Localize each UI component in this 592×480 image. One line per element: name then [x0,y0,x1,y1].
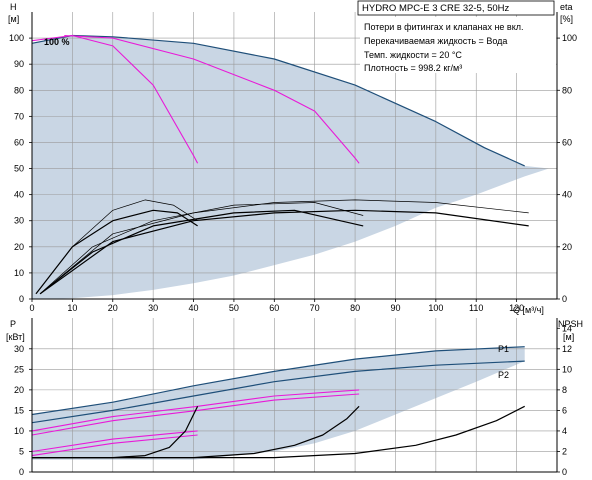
bot-operating-envelope [32,346,525,460]
bot-y2tick-label: 8 [562,385,567,395]
info-line-2: Перекачиваемая жидкость = Вода [364,36,507,46]
top-xtick-label: 60 [269,303,279,313]
bottom-ylabel-left: P [10,319,16,329]
bottom-envelope-layer [32,346,525,460]
bottom-ylabel-right: NPSH [558,319,583,329]
bot-y2tick-label: 2 [562,446,567,456]
bot-y2tick-label: 14 [562,323,572,333]
top-ylabel-right-unit: [%] [560,14,573,24]
top-xtick-label: 40 [189,303,199,313]
top-ytick-label: 90 [14,59,24,69]
bot-series-line-5 [31,434,198,457]
series-label-p1: P1 [498,344,509,354]
title-box-frame [357,0,555,16]
top-ytick-label: 20 [14,242,24,252]
top-xtick-label: 90 [390,303,400,313]
top-xtick-label: 70 [310,303,320,313]
bot-ytick-label: 30 [14,344,24,354]
bottom-ylabel-left-unit: [кВт] [6,332,25,342]
top-xtick-label: 120 [509,303,524,313]
bot-series-line-10 [32,405,525,459]
bottom-yticks: 0 5 10 15 20 25 30 [14,344,32,477]
top-xtick-label: 10 [67,303,77,313]
info-line-1: Потери в фитингах и клапанах не вкл. [364,22,524,32]
bot-ytick-label: 20 [14,385,24,395]
top-ytick-label: 100 [9,33,24,43]
top-xtick-label: 0 [29,303,34,313]
top-y2tick-label: 60 [562,137,572,147]
bot-ytick-label: 5 [19,446,24,456]
top-y2tick-label: 40 [562,190,572,200]
top-envelope-layer [32,35,549,299]
bot-ytick-label: 10 [14,426,24,436]
bot-ytick-label: 25 [14,364,24,374]
top-xtick-label: 100 [428,303,443,313]
top-series-line-5 [39,199,529,295]
top-series-line-1 [31,34,199,164]
top-ytick-label: 40 [14,190,24,200]
percent-label: 100 % [44,37,70,47]
bottom-series-layer [31,346,525,459]
bottom-y2ticks: 0 2 4 6 8 10 12 14 [557,323,572,477]
top-series-line-7 [39,209,364,295]
bot-series-line-7 [197,393,360,411]
bot-series-line-4 [31,430,198,453]
top-ylabel-right: eta [560,2,573,12]
top-yticks: 0 10 20 30 40 50 60 70 80 90 100 [9,33,32,304]
bot-y2tick-label: 4 [562,426,567,436]
top-ytick-label: 30 [14,216,24,226]
bottom-grid-layer [32,318,557,472]
top-series-line-0 [31,34,525,167]
top-ytick-label: 0 [19,294,24,304]
info-line-3: Темп. жидкости = 20 °C [364,50,462,60]
top-xtick-label: 80 [350,303,360,313]
bot-series-line-0 [31,346,525,416]
series-label-p2: P2 [498,370,509,380]
bot-series-line-1 [31,360,525,424]
top-series-layer [31,34,529,295]
bot-y2tick-label: 12 [562,344,572,354]
top-operating-envelope [32,35,549,299]
top-ytick-label: 60 [14,137,24,147]
top-ytick-label: 10 [14,268,24,278]
bot-series-line-6 [197,389,360,407]
top-y2tick-label: 100 [562,33,577,43]
top-y2tick-label: 80 [562,85,572,95]
top-series-line-8 [39,209,529,295]
bot-series-line-2 [31,405,198,432]
bot-ytick-label: 15 [14,405,24,415]
bot-ytick-label: 0 [19,467,24,477]
info-line-4: Плотность = 998.2 кг/м³ [364,63,462,73]
title-box-text: HYDRO MPC-E 3 CRE 32-5, 50Hz [362,3,510,14]
info-box: HYDRO MPC-E 3 CRE 32-5, 50Hz Потери в фи… [357,0,556,73]
top-series-line-6 [35,209,198,295]
top-series-line-2 [64,34,360,164]
top-y2tick-label: 0 [562,294,567,304]
top-y2tick-label: 20 [562,242,572,252]
bottom-panel: P [кВт] NPSH [м] P1 P2 0 5 10 15 20 25 30 0 2 4 6… [6,318,583,477]
bot-y2tick-label: 6 [562,405,567,415]
top-xtick-label: 30 [148,303,158,313]
top-ytick-label: 50 [14,164,24,174]
top-ylabel-left-unit: [м] [8,14,19,24]
top-xticks: 0 10 20 30 40 50 60 70 80 90 100 110 120 [29,299,524,313]
top-xtick-label: 110 [469,303,483,313]
bot-series-line-3 [31,409,198,436]
top-ytick-label: 70 [14,111,24,121]
top-xtick-label: 50 [229,303,239,313]
top-xlabel: Q [м³/ч] [513,305,544,315]
top-y2ticks: 0 20 40 60 80 100 [557,33,577,304]
top-xtick-label: 20 [108,303,118,313]
top-ytick-label: 80 [14,85,24,95]
top-ylabel-left: H [10,2,17,12]
info-background [360,17,556,73]
bot-y2tick-label: 10 [562,364,572,374]
bot-y2tick-label: 0 [562,467,567,477]
bottom-ylabel-right-unit: [м] [563,332,574,342]
